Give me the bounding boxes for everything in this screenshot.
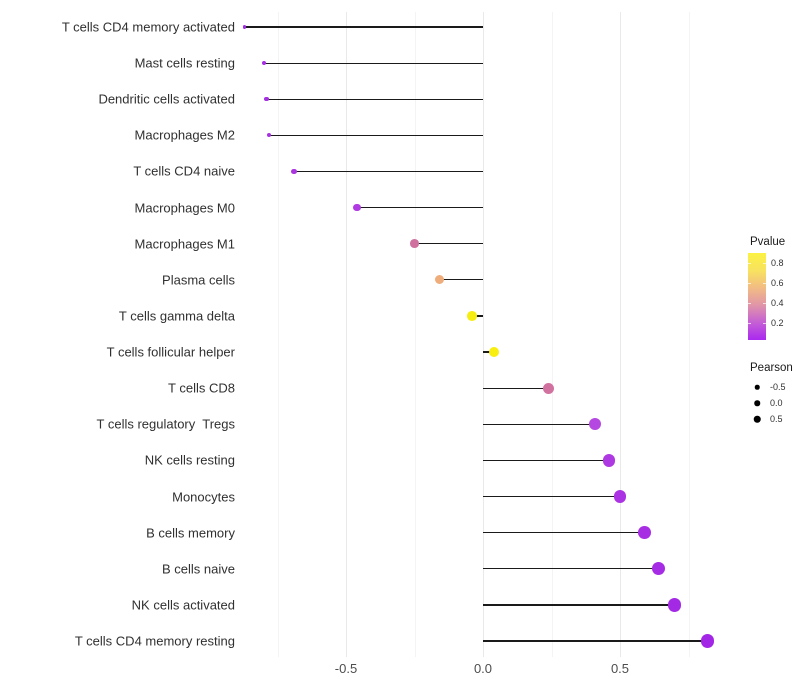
- lollipop-dot: [602, 454, 616, 467]
- lollipop-dot: [434, 275, 444, 285]
- pearson-legend-dot: [754, 384, 760, 390]
- x-tick-label: 0.5: [610, 661, 630, 676]
- lollipop-stem: [263, 62, 483, 64]
- pearson-legend-dot: [753, 415, 761, 423]
- lollipop-stem: [293, 170, 483, 173]
- pvalue-gradient-bar: [748, 253, 766, 340]
- pvalue-bar-tickmark: [748, 262, 751, 264]
- lollipop-dot: [267, 133, 272, 138]
- lollipop-stem: [414, 243, 483, 245]
- lollipop-stem: [244, 26, 483, 28]
- lollipop-dot: [668, 598, 682, 612]
- major-gridline: [346, 12, 347, 657]
- y-axis-label: Plasma cells: [162, 272, 235, 288]
- lollipop-dot: [613, 490, 627, 503]
- y-axis-label: T cells CD4 memory resting: [74, 633, 235, 649]
- lollipop-stem: [439, 279, 483, 281]
- lollipop-dot: [264, 97, 269, 102]
- major-gridline: [483, 12, 484, 657]
- lollipop-dot: [261, 61, 266, 66]
- lollipop-stem: [483, 351, 494, 353]
- lollipop-dot: [700, 634, 715, 648]
- pvalue-tick-label: 0.8: [771, 257, 784, 268]
- y-axis-label: T cells CD4 naive: [133, 163, 235, 179]
- y-axis-label: T cells follicular helper: [106, 344, 235, 360]
- y-axis-label: NK cells activated: [131, 597, 235, 613]
- pearson-legend-label: 0.0: [770, 398, 783, 408]
- pvalue-bar-tickmark: [748, 282, 751, 284]
- lollipop-stem: [269, 134, 483, 136]
- lollipop-dot: [467, 311, 477, 321]
- lollipop-stem: [483, 495, 620, 498]
- lollipop-dot: [651, 562, 665, 576]
- lollipop-stem: [483, 568, 659, 570]
- lollipop-stem: [483, 532, 645, 534]
- lollipop-dot: [291, 168, 297, 175]
- y-axis-label: Dendritic cells activated: [98, 91, 235, 107]
- y-axis-label: Mast cells resting: [134, 55, 235, 71]
- pvalue-tick-label: 0.6: [771, 277, 784, 288]
- lollipop-dot: [410, 239, 419, 248]
- y-axis-label: B cells memory: [146, 525, 235, 541]
- pearson-legend-label: 0.5: [770, 414, 783, 424]
- minor-gridline: [277, 12, 279, 657]
- lollipop-stem: [472, 315, 483, 317]
- minor-gridline: [414, 12, 416, 657]
- minor-gridline: [688, 12, 690, 657]
- major-gridline: [620, 12, 621, 657]
- pvalue-bar-tickmark: [763, 282, 766, 284]
- lollipop-stem: [483, 640, 708, 642]
- lollipop-stem: [483, 387, 549, 389]
- pvalue-bar-tickmark: [763, 322, 766, 324]
- lollipop-stem: [483, 423, 596, 425]
- lollipop-stem: [356, 207, 483, 209]
- lollipop-dot: [638, 526, 652, 540]
- lollipop-stem: [483, 459, 610, 462]
- y-axis-label: T cells CD8: [168, 380, 235, 396]
- pvalue-legend-title: Pvalue: [750, 236, 786, 248]
- lollipop-dot: [543, 382, 555, 394]
- lollipop-stem: [483, 604, 675, 606]
- x-tick-label: 0.0: [473, 661, 493, 676]
- y-axis-label: B cells naive: [162, 561, 235, 577]
- pvalue-tick-label: 0.4: [771, 297, 784, 308]
- lollipop-dot: [589, 418, 602, 431]
- y-axis-label: Monocytes: [172, 489, 235, 505]
- pvalue-bar-tickmark: [763, 302, 766, 304]
- pvalue-tick-label: 0.2: [771, 317, 784, 328]
- lollipop-dot: [243, 25, 247, 29]
- y-axis-label: Macrophages M1: [134, 236, 235, 252]
- pvalue-bar-tickmark: [748, 322, 751, 324]
- pearson-legend-title: Pearson: [750, 362, 793, 374]
- lollipop-stem: [266, 98, 483, 100]
- pvalue-bar-tickmark: [763, 262, 766, 264]
- y-axis-label: T cells regulatory Tregs: [96, 416, 235, 432]
- y-axis-label: T cells gamma delta: [118, 308, 235, 324]
- lollipop-dot: [488, 346, 500, 358]
- y-axis-label: T cells CD4 memory activated: [61, 19, 235, 35]
- pvalue-bar-tickmark: [748, 302, 751, 304]
- x-tick-label: -0.5: [334, 661, 358, 676]
- pearson-legend-dot: [754, 400, 760, 406]
- lollipop-dot: [353, 204, 361, 212]
- y-axis-label: NK cells resting: [144, 452, 235, 468]
- y-axis-label: Macrophages M0: [134, 200, 235, 216]
- pearson-legend-label: -0.5: [770, 382, 786, 392]
- minor-gridline: [551, 12, 553, 657]
- y-axis-label: Macrophages M2: [134, 127, 235, 143]
